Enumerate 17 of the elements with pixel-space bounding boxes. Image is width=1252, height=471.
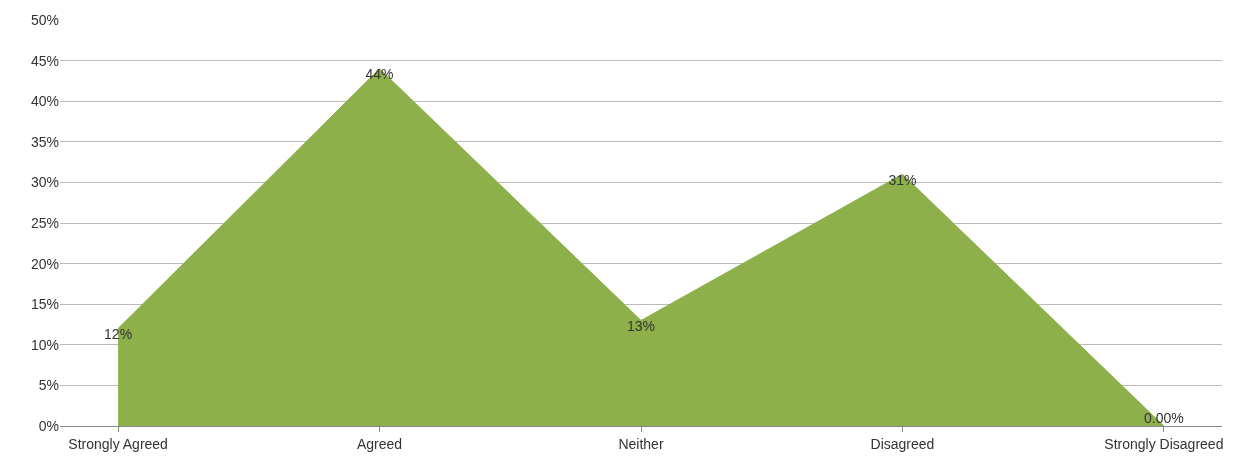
x-tick-label: Strongly Disagreed [1104, 435, 1224, 452]
y-tick-label: 50% [30, 11, 59, 28]
y-tick-label: 40% [30, 93, 59, 110]
x-tick-label: Neither [618, 435, 664, 452]
x-tick-label: Agreed [356, 435, 403, 452]
y-tick-label: 20% [30, 255, 59, 272]
x-tick-label: Disagreed [870, 435, 935, 452]
y-tick-label: 45% [30, 52, 59, 69]
y-tick-label: 10% [30, 336, 59, 353]
y-tick-label: 30% [30, 174, 59, 191]
y-tick-label: 0% [38, 417, 59, 434]
data-label: 13% [626, 317, 656, 334]
y-tick-label: 15% [30, 296, 59, 313]
x-tick-label: Strongly Agreed [68, 435, 168, 452]
y-tick-label: 5% [38, 377, 59, 394]
y-tick-label: 25% [30, 214, 59, 231]
y-tick-label: 35% [30, 133, 59, 150]
